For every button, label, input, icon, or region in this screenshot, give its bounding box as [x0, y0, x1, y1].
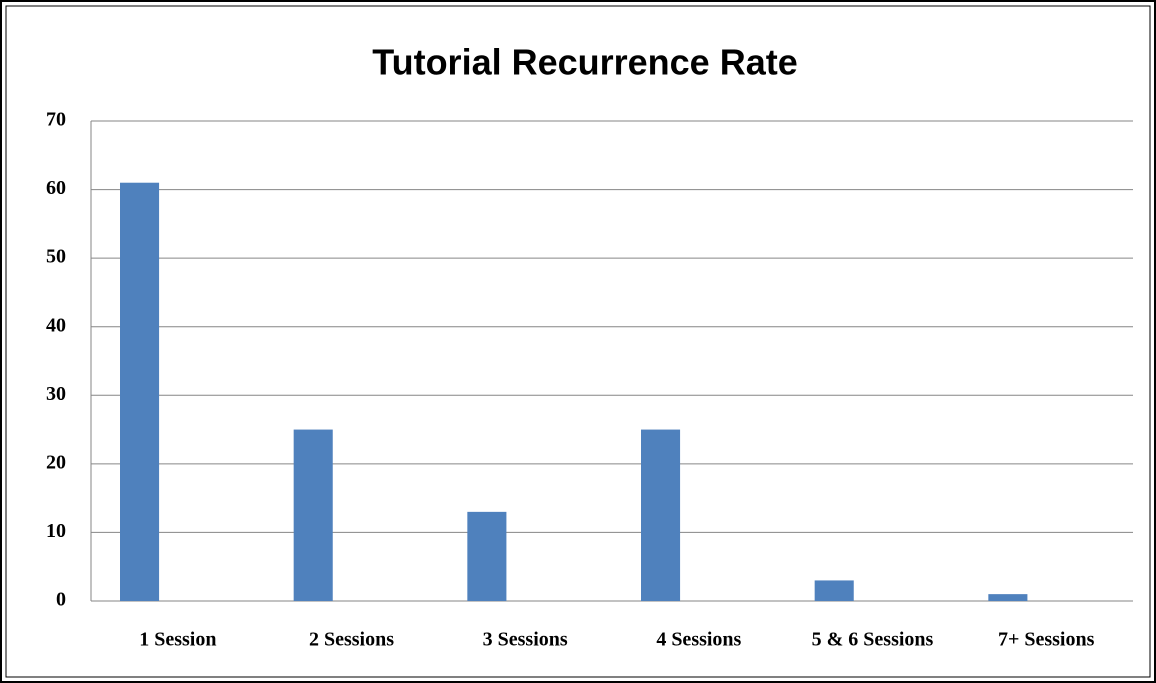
- y-tick-label: 70: [46, 109, 66, 131]
- y-tick-label: 10: [46, 520, 66, 542]
- y-tick-label: 60: [46, 177, 66, 199]
- bar: [814, 580, 854, 601]
- x-tick-label: 4 Sessions: [656, 629, 741, 651]
- bar: [641, 429, 681, 601]
- x-tick-label: 1 Session: [139, 629, 216, 651]
- bar: [467, 511, 507, 601]
- bar: [120, 182, 160, 601]
- y-tick-label: 20: [46, 451, 66, 473]
- y-tick-label: 50: [46, 246, 66, 268]
- chart-title: Tutorial Recurrence Rate: [372, 42, 797, 83]
- x-tick-label: 3 Sessions: [483, 629, 568, 651]
- inner-frame: [5, 5, 1151, 678]
- y-tick-label: 0: [56, 589, 66, 611]
- y-tick-label: 40: [46, 314, 66, 336]
- bar: [293, 429, 333, 601]
- x-tick-label: 7+ Sessions: [998, 629, 1095, 651]
- x-tick-label: 2 Sessions: [309, 629, 394, 651]
- x-tick-label: 5 & 6 Sessions: [812, 629, 934, 651]
- bar: [988, 594, 1028, 601]
- y-tick-label: 30: [46, 383, 66, 405]
